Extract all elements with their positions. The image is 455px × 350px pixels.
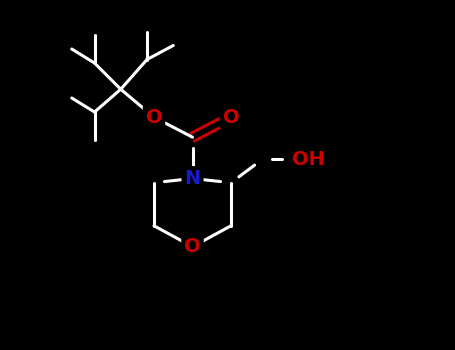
Text: N: N [184, 169, 201, 188]
Text: OH: OH [292, 150, 325, 169]
Text: O: O [146, 108, 162, 127]
Text: O: O [184, 237, 201, 256]
Text: O: O [222, 108, 239, 127]
